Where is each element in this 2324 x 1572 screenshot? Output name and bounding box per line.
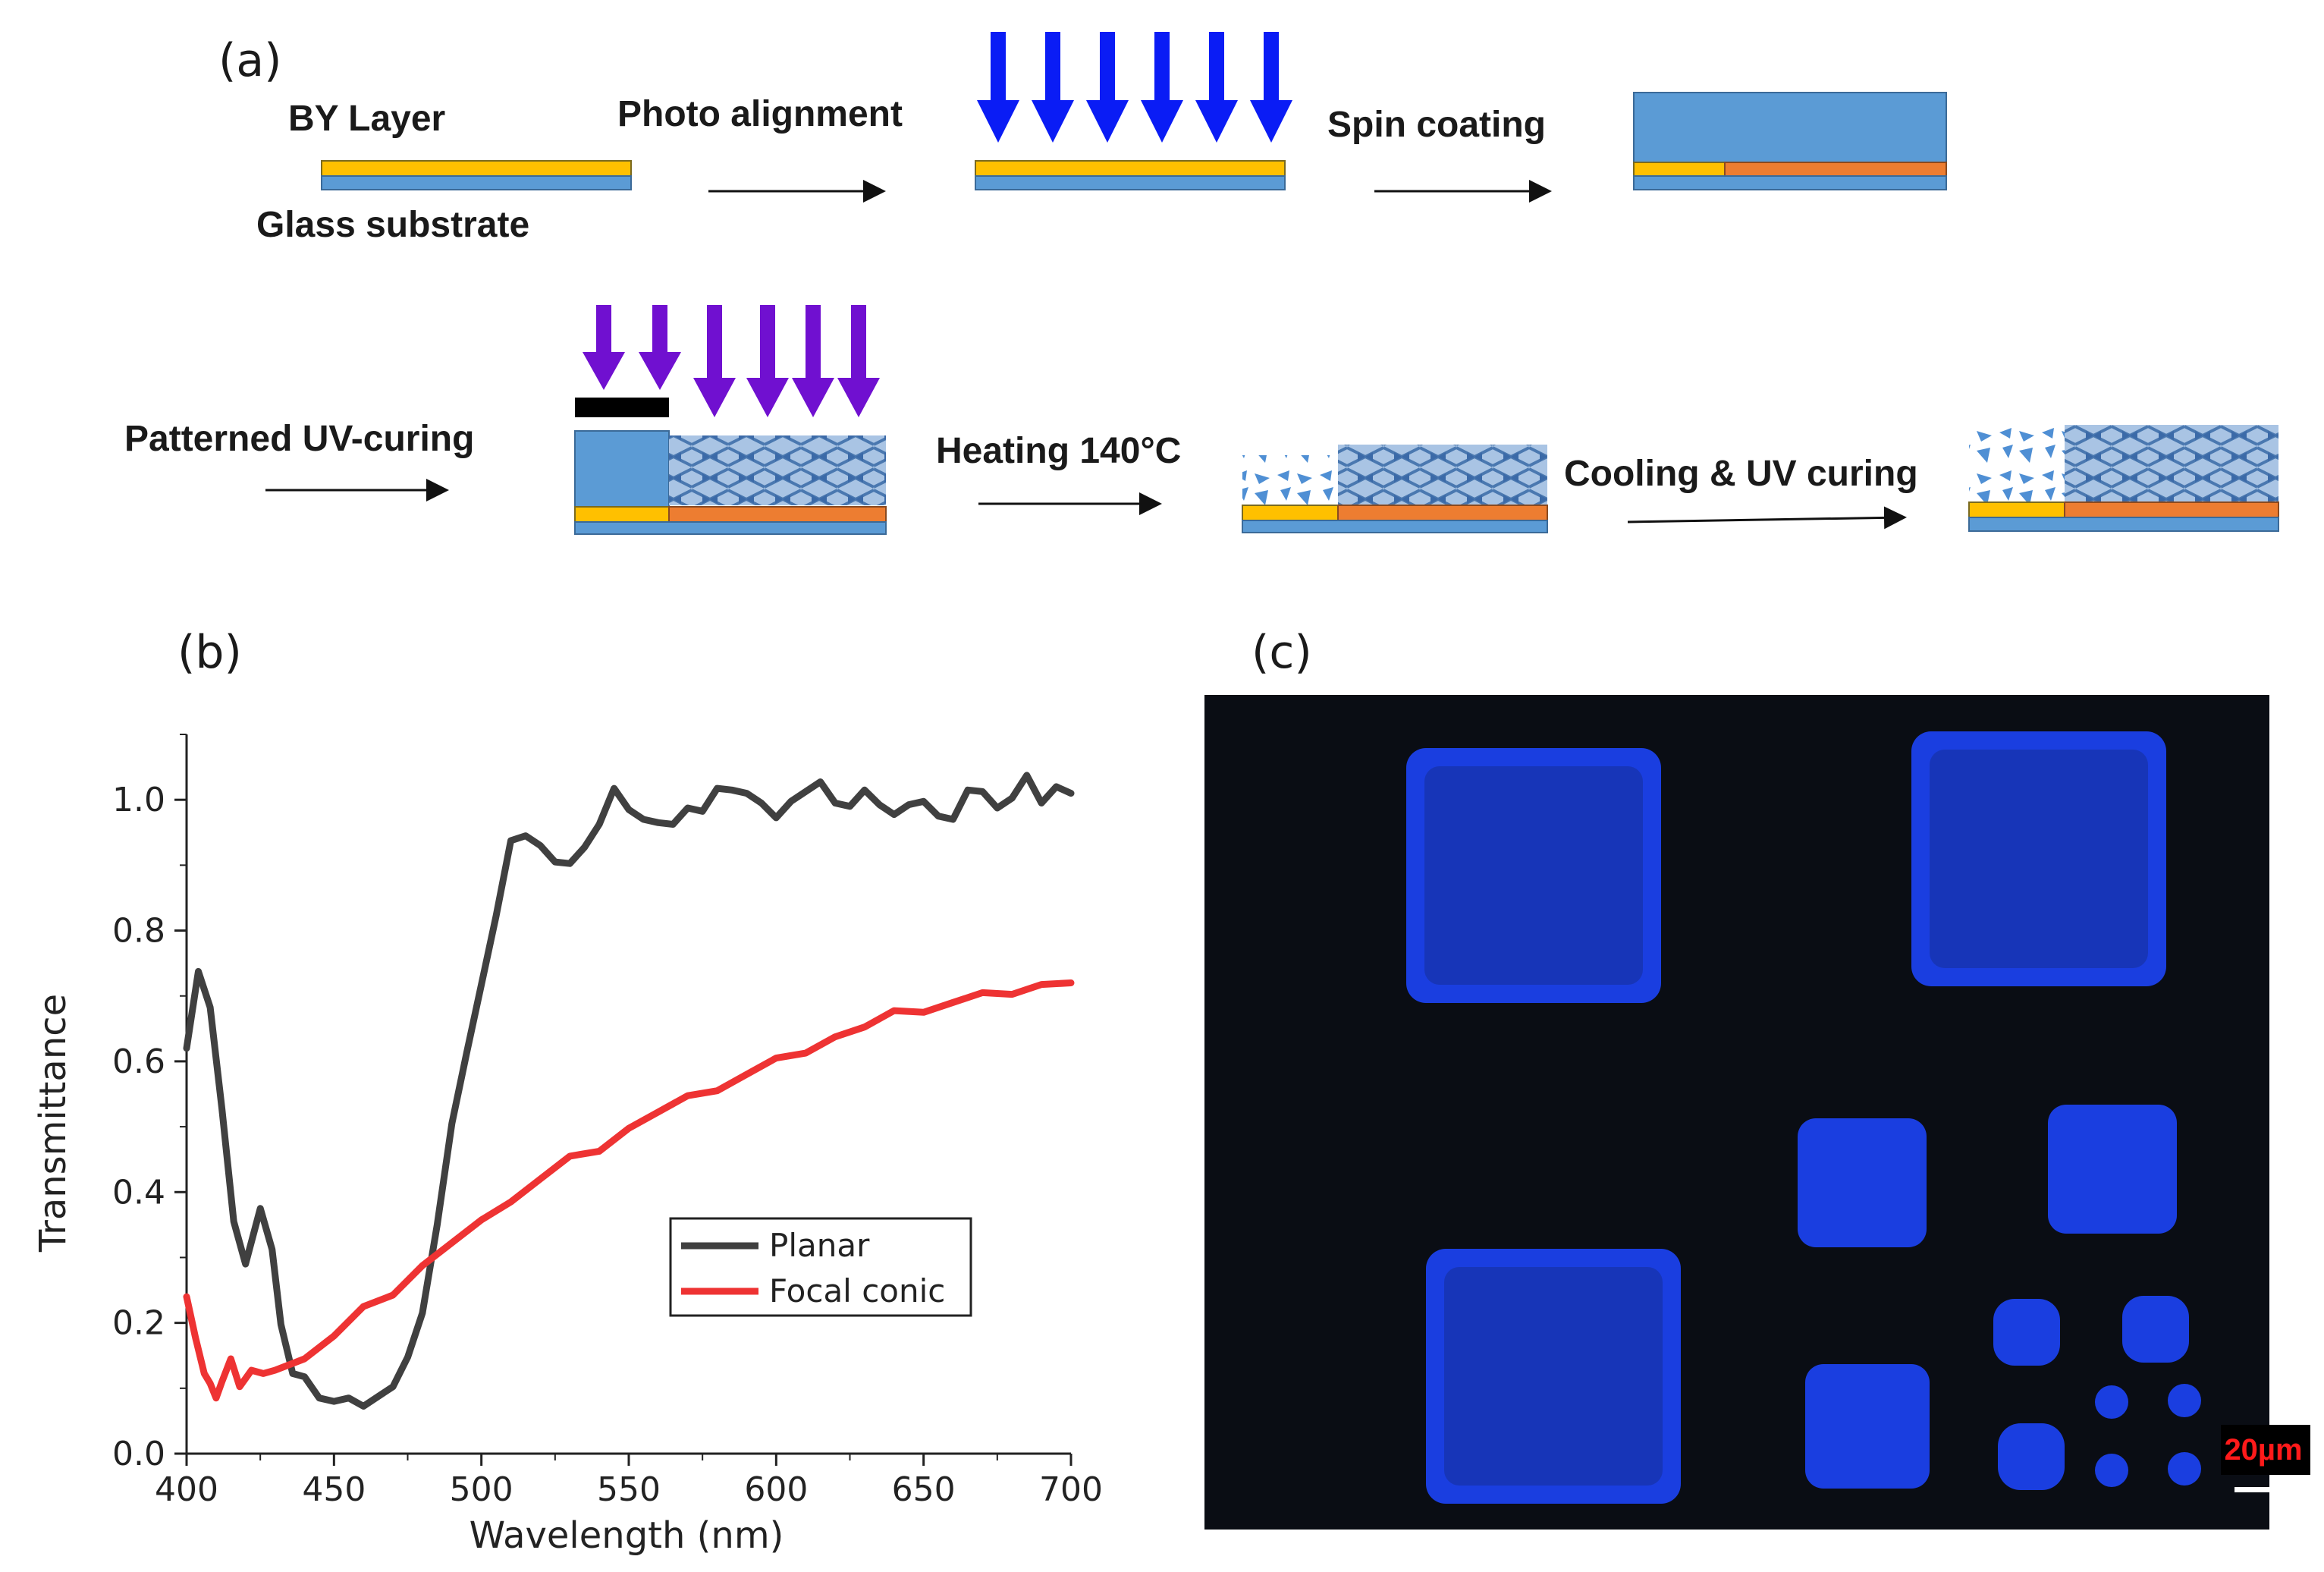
pixel-small-3: [1998, 1423, 2065, 1490]
panel-b-tag: (b): [177, 626, 242, 679]
pixel-dot-1: [2095, 1385, 2128, 1419]
pixel-dot-3: [2095, 1454, 2128, 1487]
pixel-medium-2: [2048, 1105, 2177, 1234]
figure: (a) BY Layer Glass substrate Photo align…: [0, 0, 2324, 1572]
substrate-step6: [1969, 425, 2278, 531]
pixel-small-1: [1993, 1299, 2060, 1366]
x-tick-label: 550: [597, 1470, 661, 1509]
x-tick-label: 500: [450, 1470, 513, 1509]
heating-label: Heating 140°C: [936, 431, 1181, 471]
y-tick-label: 0.8: [112, 912, 165, 951]
patterned-uv-label: Patterned UV-curing: [124, 419, 474, 459]
x-tick-label: 450: [302, 1470, 366, 1509]
photo-alignment-label: Photo alignment: [617, 94, 903, 134]
y-tick-label: 0.2: [112, 1304, 165, 1343]
photomask: [575, 398, 669, 417]
x-tick-label: 700: [1039, 1470, 1103, 1509]
panel-c-tag: (c): [1252, 626, 1312, 679]
substrate-step1: [322, 161, 631, 190]
y-tick-label: 1.0: [112, 781, 165, 819]
y-axis-label: Transmittance: [32, 994, 74, 1253]
uv-arrows-blue: [977, 32, 1292, 143]
focal-conic-series-line: [187, 983, 1071, 1398]
substrate-step3: [1634, 93, 1946, 190]
pixel-small-2: [2122, 1296, 2189, 1363]
y-tick-label: 0.6: [112, 1042, 165, 1081]
panel-a-tag: (a): [218, 34, 282, 87]
pixel-dot-2: [2168, 1384, 2201, 1417]
pixel-medium-3: [1805, 1364, 1930, 1489]
spin-coating-label: Spin coating: [1327, 105, 1546, 145]
substrate-step5: [1242, 445, 1547, 533]
pixel-dot-4: [2168, 1452, 2201, 1486]
by-layer-label: BY Layer: [288, 99, 445, 139]
legend-focal: Focal conic: [769, 1272, 945, 1309]
substrate-step2: [975, 161, 1285, 190]
legend-planar: Planar: [769, 1227, 870, 1264]
transmittance-chart: 400 450 500 550 600 650 700 0.0 0.2 0.4 0.6 0.8 1.0: [112, 734, 1103, 1509]
arrow-5: [1628, 517, 1902, 522]
glass-substrate-label: Glass substrate: [256, 205, 529, 245]
pixel-medium-1: [1798, 1118, 1927, 1247]
x-tick-label: 600: [744, 1470, 808, 1509]
x-tick-label: 400: [155, 1470, 218, 1509]
y-tick-label: 0.0: [112, 1435, 165, 1473]
panel-a: (a) BY Layer Glass substrate Photo align…: [124, 32, 2278, 534]
micrograph: 20µm: [1204, 695, 2310, 1530]
legend: Planar Focal conic: [671, 1218, 971, 1316]
scale-bar-label: 20µm: [2224, 1433, 2302, 1467]
x-axis-label: Wavelength (nm): [470, 1514, 784, 1557]
scale-bar: [2234, 1487, 2295, 1492]
x-tick-label: 650: [892, 1470, 956, 1509]
cooling-label: Cooling & UV curing: [1564, 454, 1918, 494]
substrate-step4: [575, 431, 886, 534]
y-tick-label: 0.4: [112, 1173, 165, 1212]
